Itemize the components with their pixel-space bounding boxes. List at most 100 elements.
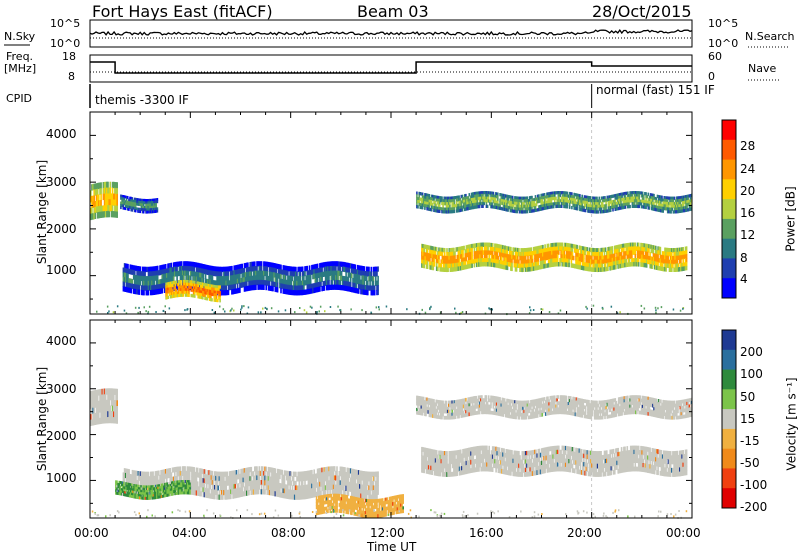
power-cell (488, 242, 490, 248)
power-cell (168, 287, 171, 291)
power-cell (132, 269, 135, 276)
power-cell (654, 205, 656, 209)
velocity-cell (98, 400, 100, 408)
power-cell (642, 262, 645, 268)
power-cell (511, 201, 514, 205)
power-cell (441, 201, 443, 206)
power-cell (627, 199, 629, 203)
power-cell (136, 279, 138, 286)
power-cell (93, 189, 95, 196)
velocity-cell (109, 411, 112, 418)
power-cell (151, 280, 153, 286)
power-cell (219, 296, 221, 300)
power-scatter (294, 311, 296, 314)
power-cell (179, 280, 181, 284)
power-cell (109, 193, 112, 200)
power-cell (479, 196, 482, 200)
power-cell (147, 280, 150, 287)
power-cell (102, 205, 105, 212)
power-cell (337, 270, 339, 276)
power-cell (375, 280, 377, 286)
velocity-cell (208, 484, 210, 490)
power-cell (637, 242, 640, 248)
power-cell (443, 267, 446, 272)
power-cell (313, 283, 315, 289)
power-cell (438, 255, 440, 260)
power-cell (357, 274, 360, 280)
power-cell (142, 285, 144, 291)
power-cell (576, 196, 579, 200)
power-cell (306, 265, 309, 272)
power-cell (175, 271, 177, 277)
power-cell (299, 271, 302, 277)
power-cell (444, 207, 447, 211)
power-cell (233, 288, 235, 295)
velocity-cell (100, 388, 102, 396)
power-cell (672, 248, 674, 253)
power-cell (132, 283, 135, 290)
power-cell (343, 276, 345, 282)
power-cell (210, 275, 213, 281)
velocity-cell (212, 494, 215, 500)
power-cell (504, 245, 506, 251)
power-cell (454, 204, 457, 208)
power-cell (595, 263, 598, 269)
power-scatter (337, 305, 339, 308)
power-cell (483, 191, 485, 195)
power-cell (471, 255, 473, 261)
power-cell (488, 262, 490, 267)
power-cell (624, 243, 626, 248)
velocity-cell (161, 469, 163, 475)
power-cell (240, 282, 242, 288)
power-cell (503, 196, 506, 201)
power-cell (687, 202, 689, 206)
power-cell (655, 245, 657, 251)
power-cell (363, 266, 366, 272)
power-cell (435, 262, 438, 268)
power-cell (336, 270, 338, 276)
power-cell (171, 289, 173, 293)
velocity-cell (95, 395, 98, 402)
power-cell (564, 258, 567, 263)
power-cell (419, 197, 422, 201)
power-cell (214, 280, 216, 286)
power-cell (475, 197, 477, 201)
power-cell (95, 194, 98, 202)
power-cell (679, 267, 681, 272)
power-cell (461, 205, 464, 209)
power-cell (473, 251, 476, 256)
power-cell (607, 247, 609, 252)
power-cell (100, 182, 102, 189)
power-cell (627, 194, 629, 198)
power-cell (475, 262, 478, 268)
power-cell (256, 279, 258, 286)
power-cell (532, 209, 534, 213)
power-cell (562, 254, 565, 259)
power-cell (287, 270, 289, 276)
power-cell (501, 199, 504, 203)
power-cell (666, 263, 668, 268)
power-cell (96, 212, 99, 219)
power-cell (668, 210, 670, 214)
power-cell (95, 183, 98, 190)
power-cell (180, 270, 183, 276)
power-cell (175, 280, 178, 284)
power-cell (376, 271, 378, 277)
velocity-cell (104, 405, 107, 412)
power-cell (477, 262, 479, 267)
power-cell (668, 259, 671, 265)
power-cell (601, 255, 603, 261)
power-cell (530, 195, 532, 200)
power-cell (622, 200, 625, 204)
power-cell (130, 201, 132, 205)
power-cell (255, 284, 257, 290)
power-cell (161, 274, 163, 280)
power-cell (267, 275, 270, 282)
power-cell (647, 243, 649, 249)
power-cell (488, 254, 490, 259)
power-cell (323, 280, 326, 287)
power-cell (282, 283, 285, 290)
power-cell (510, 258, 512, 264)
power-cell (327, 285, 329, 291)
power-cell (589, 209, 591, 214)
